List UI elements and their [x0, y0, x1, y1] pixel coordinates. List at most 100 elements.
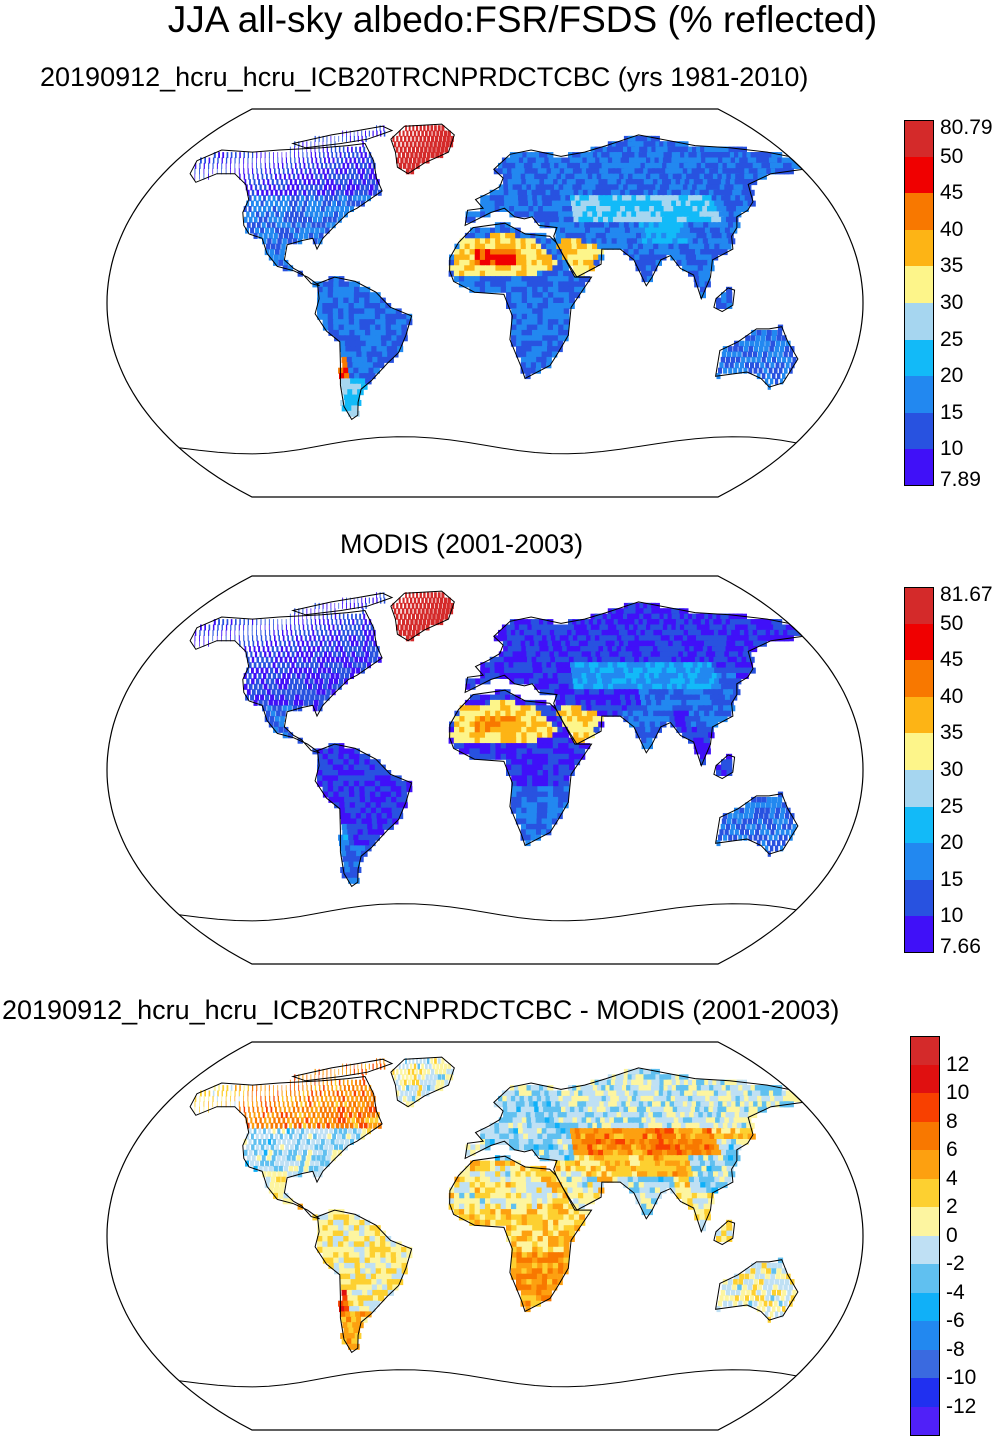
- grid-cell: [532, 662, 539, 669]
- grid-cell: [743, 367, 748, 374]
- grid-cell: [724, 227, 733, 234]
- grid-cell: [610, 640, 618, 647]
- grid-cell: [348, 770, 355, 776]
- grid-cell: [490, 737, 496, 744]
- grid-cell: [598, 179, 606, 186]
- grid-cell: [500, 265, 507, 272]
- grid-cell: [356, 818, 363, 825]
- grid-cell: [251, 211, 255, 218]
- grid-cell: [527, 624, 534, 631]
- grid-cell: [257, 640, 259, 647]
- grid-cell: [345, 378, 352, 385]
- grid-cell: [791, 162, 803, 169]
- grid-cell: [771, 356, 777, 363]
- grid-cell: [704, 667, 713, 674]
- grid-cell: [621, 705, 629, 712]
- grid-cell: [768, 367, 773, 374]
- grid-cell: [298, 200, 303, 207]
- grid-cell: [561, 243, 568, 250]
- grid-cell: [282, 184, 286, 191]
- grid-cell: [521, 259, 528, 266]
- grid-cell: [278, 683, 283, 690]
- grid-cell: [718, 656, 727, 663]
- grid-cell: [751, 329, 757, 336]
- grid-cell: [733, 211, 742, 218]
- grid-cell: [777, 796, 783, 803]
- grid-cell: [659, 716, 666, 723]
- grid-cell: [318, 699, 324, 706]
- grid-cell: [263, 216, 268, 223]
- grid-cell: [357, 130, 359, 137]
- grid-cell: [356, 619, 359, 626]
- grid-cell: [511, 329, 517, 336]
- grid-cell: [276, 222, 281, 229]
- grid-cell: [673, 651, 682, 658]
- grid-cell: [272, 206, 277, 212]
- grid-cell: [354, 786, 361, 793]
- grid-cell: [291, 651, 295, 658]
- grid-cell: [368, 640, 373, 647]
- grid-cell: [519, 629, 526, 636]
- grid-cell: [273, 624, 274, 631]
- grid-cell: [405, 141, 409, 148]
- grid-cell: [251, 222, 256, 229]
- grid-cell: [459, 259, 465, 266]
- grid-cell: [676, 189, 684, 196]
- grid-cell: [238, 157, 240, 164]
- grid-cell: [353, 646, 357, 653]
- grid-cell: [728, 651, 738, 658]
- grid-cell: [312, 179, 316, 186]
- grid-cell: [728, 367, 733, 374]
- grid-cell: [696, 232, 704, 239]
- grid-cell: [617, 662, 625, 669]
- grid-cell: [741, 656, 750, 663]
- grid-cell: [221, 162, 223, 169]
- grid-cell: [289, 619, 291, 626]
- grid-cell: [558, 184, 565, 191]
- grid-cell: [314, 141, 316, 148]
- grid-cell: [298, 683, 303, 690]
- grid-cell: [364, 780, 371, 787]
- grid-cell: [532, 303, 539, 309]
- grid-cell: [289, 667, 293, 674]
- grid-cell: [326, 635, 330, 642]
- grid-cell: [332, 303, 339, 309]
- grid-cell: [273, 651, 276, 658]
- grid-cell: [332, 624, 335, 631]
- grid-cell: [348, 764, 355, 771]
- grid-cell: [362, 356, 369, 363]
- grid-cell: [648, 716, 656, 723]
- grid-cell: [521, 286, 528, 293]
- grid-cell: [203, 162, 205, 169]
- grid-cell: [722, 813, 728, 820]
- grid-cell: [445, 141, 450, 148]
- grid-cell: [298, 613, 299, 620]
- grid-cell: [234, 624, 236, 631]
- grid-cell: [316, 162, 319, 169]
- grid-cell: [625, 206, 632, 212]
- grid-cell: [586, 184, 593, 191]
- grid-cell: [776, 802, 782, 809]
- grid-cell: [417, 624, 421, 631]
- grid-cell: [543, 173, 550, 180]
- grid-cell: [510, 254, 517, 261]
- grid-cell: [577, 254, 584, 261]
- grid-cell: [636, 162, 644, 169]
- grid-cell: [256, 162, 257, 169]
- grid-cell: [551, 716, 558, 723]
- grid-cell: [274, 635, 276, 642]
- grid-cell: [386, 340, 393, 347]
- grid-cell: [367, 823, 374, 830]
- grid-cell: [532, 743, 538, 750]
- grid-cell: [362, 646, 366, 653]
- grid-cell: [632, 710, 640, 717]
- grid-cell: [648, 222, 656, 229]
- grid-cell: [459, 254, 465, 261]
- grid-cell: [387, 351, 394, 358]
- grid-cell: [632, 651, 640, 658]
- grid-cell: [552, 173, 559, 180]
- grid-cell: [262, 705, 267, 712]
- grid-cell: [306, 173, 309, 180]
- grid-cell: [360, 378, 367, 385]
- grid-cell: [726, 699, 734, 706]
